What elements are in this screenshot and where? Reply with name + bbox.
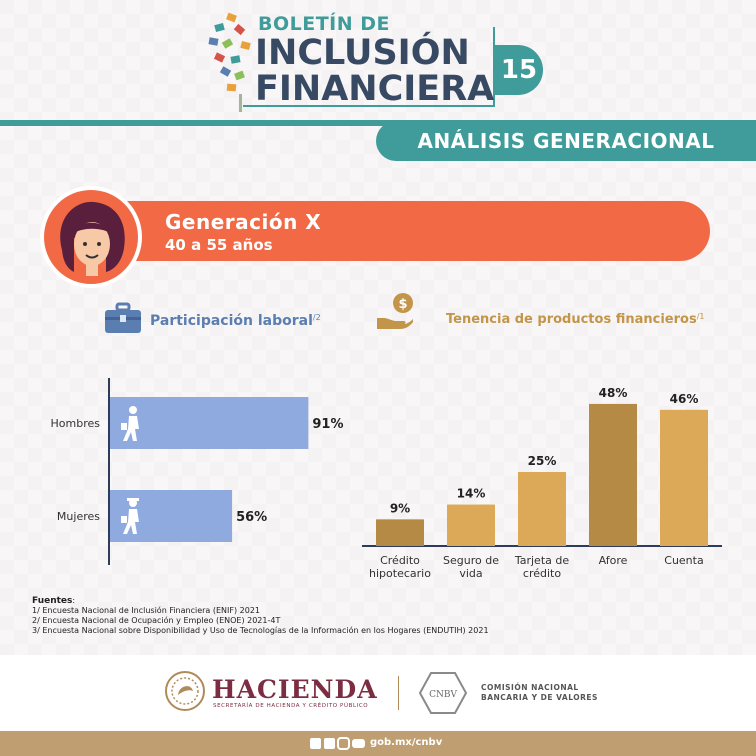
value-label: 14% [457, 487, 486, 501]
logo-divider [398, 676, 399, 710]
value-label: 25% [528, 454, 557, 468]
bar [376, 519, 424, 546]
category-label: Seguro de [443, 554, 499, 567]
bar [110, 490, 233, 542]
bar [447, 504, 495, 546]
category-label: hipotecario [369, 567, 431, 580]
generation-age-range: 40 a 55 años [165, 236, 273, 254]
hacienda-subtitle: SECRETARÍA DE HACIENDA Y CRÉDITO PÚBLICO [213, 703, 369, 709]
value-label: 48% [599, 386, 628, 400]
cnbv-name: COMISIÓN NACIONAL BANCARIA Y DE VALORES [481, 683, 598, 702]
woman-face-icon [60, 201, 125, 276]
svg-text:CNBV: CNBV [429, 690, 457, 700]
bulletin-label: BOLETÍN DE [258, 13, 391, 35]
sources-title: Fuentes [32, 596, 73, 606]
value-label: 56% [236, 510, 267, 525]
value-label: 9% [390, 501, 410, 515]
title-line-2: FINANCIERA [255, 69, 495, 109]
man-walking-icon [121, 406, 139, 441]
category-label: crédito [523, 567, 561, 580]
category-label: Tarjeta de [514, 554, 570, 567]
bar [660, 409, 708, 546]
category-label: vida [459, 567, 482, 580]
cnbv-logo-icon: CNBV [418, 672, 468, 714]
instagram-icon [337, 737, 350, 750]
website-link[interactable]: gob.mx/cnbv [370, 737, 443, 748]
header-frame [243, 27, 495, 107]
twitter-icon [324, 738, 335, 749]
social-icons [310, 737, 365, 750]
bar [589, 403, 637, 546]
section-title: ANÁLISIS GENERACIONAL [376, 121, 756, 161]
category-label: Crédito [380, 554, 420, 567]
left-panel-title: Participación laboral/2 [150, 313, 321, 329]
hacienda-logo-text: HACIENDA [212, 675, 378, 704]
labor-participation-chart: Hombres 91% Mujeres 56% [51, 378, 344, 565]
footer-logos [0, 655, 756, 731]
generation-title: Generación X [165, 210, 322, 234]
value-label: 46% [670, 392, 699, 406]
category-label: Hombres [51, 417, 101, 430]
bar [518, 472, 566, 546]
money-hand-icon: $ [377, 293, 413, 329]
bar [110, 397, 309, 449]
source-item-3: 3/ Encuesta Nacional sobre Disponibilida… [32, 626, 489, 635]
footer-social-bar [0, 731, 756, 756]
avatar [40, 186, 142, 288]
mexico-seal-icon [165, 671, 205, 711]
charts-area: Hombres 91% Mujeres 56% 9% Créditohipotecari… [51, 378, 722, 580]
facebook-icon [310, 738, 321, 749]
generation-banner [70, 201, 710, 261]
confetti-graphic [205, 10, 260, 112]
right-panel-title: Tenencia de productos financieros/1 [446, 312, 705, 327]
category-label: Mujeres [57, 510, 100, 523]
woman-walking-icon [121, 498, 139, 534]
source-item-2: 2/ Encuesta Nacional de Ocupación y Empl… [32, 616, 281, 625]
source-item-1: 1/ Encuesta Nacional de Inclusión Financ… [32, 606, 261, 615]
section-rule [0, 120, 756, 126]
value-label: 91% [312, 417, 343, 432]
sources-block: Fuentes: 1/ Encuesta Nacional de Inclusi… [32, 596, 489, 635]
youtube-icon [352, 739, 365, 748]
title-line-1: INCLUSIÓN [255, 33, 470, 73]
briefcase-icon [105, 302, 141, 333]
issue-number-badge: 15 [495, 45, 543, 95]
svg-text:$: $ [398, 297, 407, 312]
category-label: Cuenta [664, 554, 703, 567]
category-label: Afore [599, 554, 628, 567]
